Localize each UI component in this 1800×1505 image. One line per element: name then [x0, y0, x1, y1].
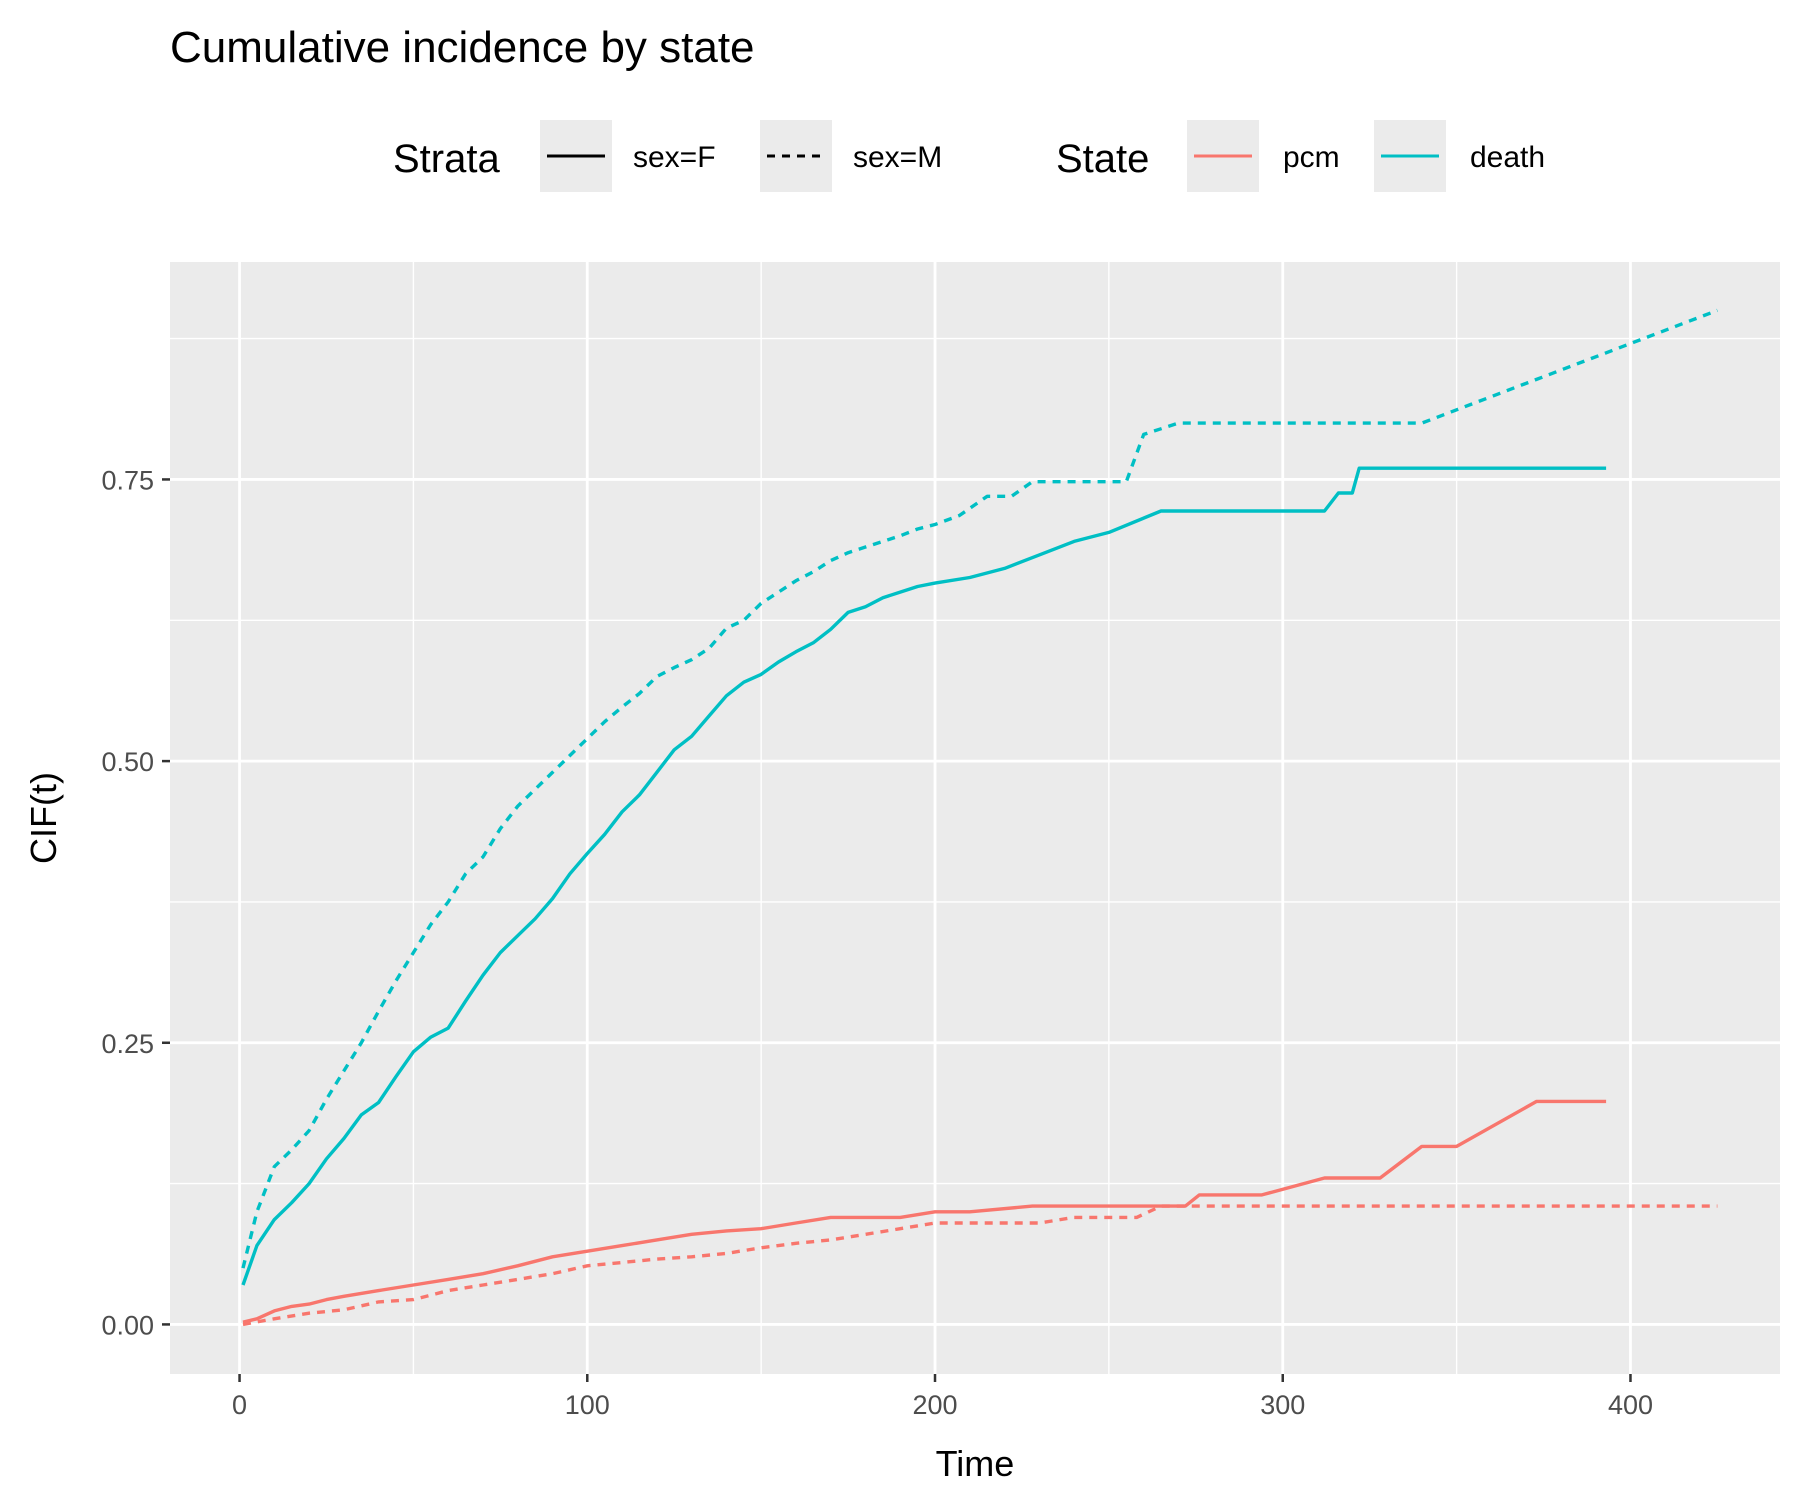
x-tick-label: 100 — [565, 1390, 610, 1420]
x-axis-title: Time — [936, 1443, 1015, 1484]
x-tick-label: 0 — [232, 1390, 247, 1420]
x-axis: 0 100 200 300 400 — [232, 1374, 1653, 1420]
series-line-pcm-sex-m — [242, 1204, 1718, 1327]
y-axis: 0.00 0.25 0.50 0.75 — [101, 465, 170, 1340]
y-axis-title: CIF(t) — [23, 772, 64, 864]
y-tick-label: 0.00 — [101, 1310, 154, 1340]
y-tick-label: 0.25 — [101, 1029, 154, 1059]
legend: Strata sex=F sex=M State pcm death — [393, 120, 1545, 192]
legend-label-death: death — [1470, 141, 1545, 174]
legend-title-strata: Strata — [393, 137, 500, 181]
legend-label-pcm: pcm — [1283, 141, 1340, 174]
y-tick-label: 0.50 — [101, 747, 154, 777]
series-line-death-sex-f — [241, 466, 1607, 1286]
plot-panel — [170, 262, 1780, 1374]
legend-label-sex-m: sex=M — [853, 141, 942, 174]
x-tick-label: 400 — [1608, 1390, 1653, 1420]
series-layer — [241, 308, 1719, 1327]
y-tick-label: 0.75 — [101, 465, 154, 495]
chart-title: Cumulative incidence by state — [170, 23, 755, 72]
x-tick-label: 300 — [1260, 1390, 1305, 1420]
series-line-death-sex-m — [241, 308, 1719, 1269]
series-line-pcm-sex-f — [242, 1099, 1607, 1324]
legend-title-state: State — [1056, 137, 1149, 181]
grid-minor — [170, 262, 1780, 1374]
legend-label-sex-f: sex=F — [633, 141, 716, 174]
x-tick-label: 200 — [912, 1390, 957, 1420]
